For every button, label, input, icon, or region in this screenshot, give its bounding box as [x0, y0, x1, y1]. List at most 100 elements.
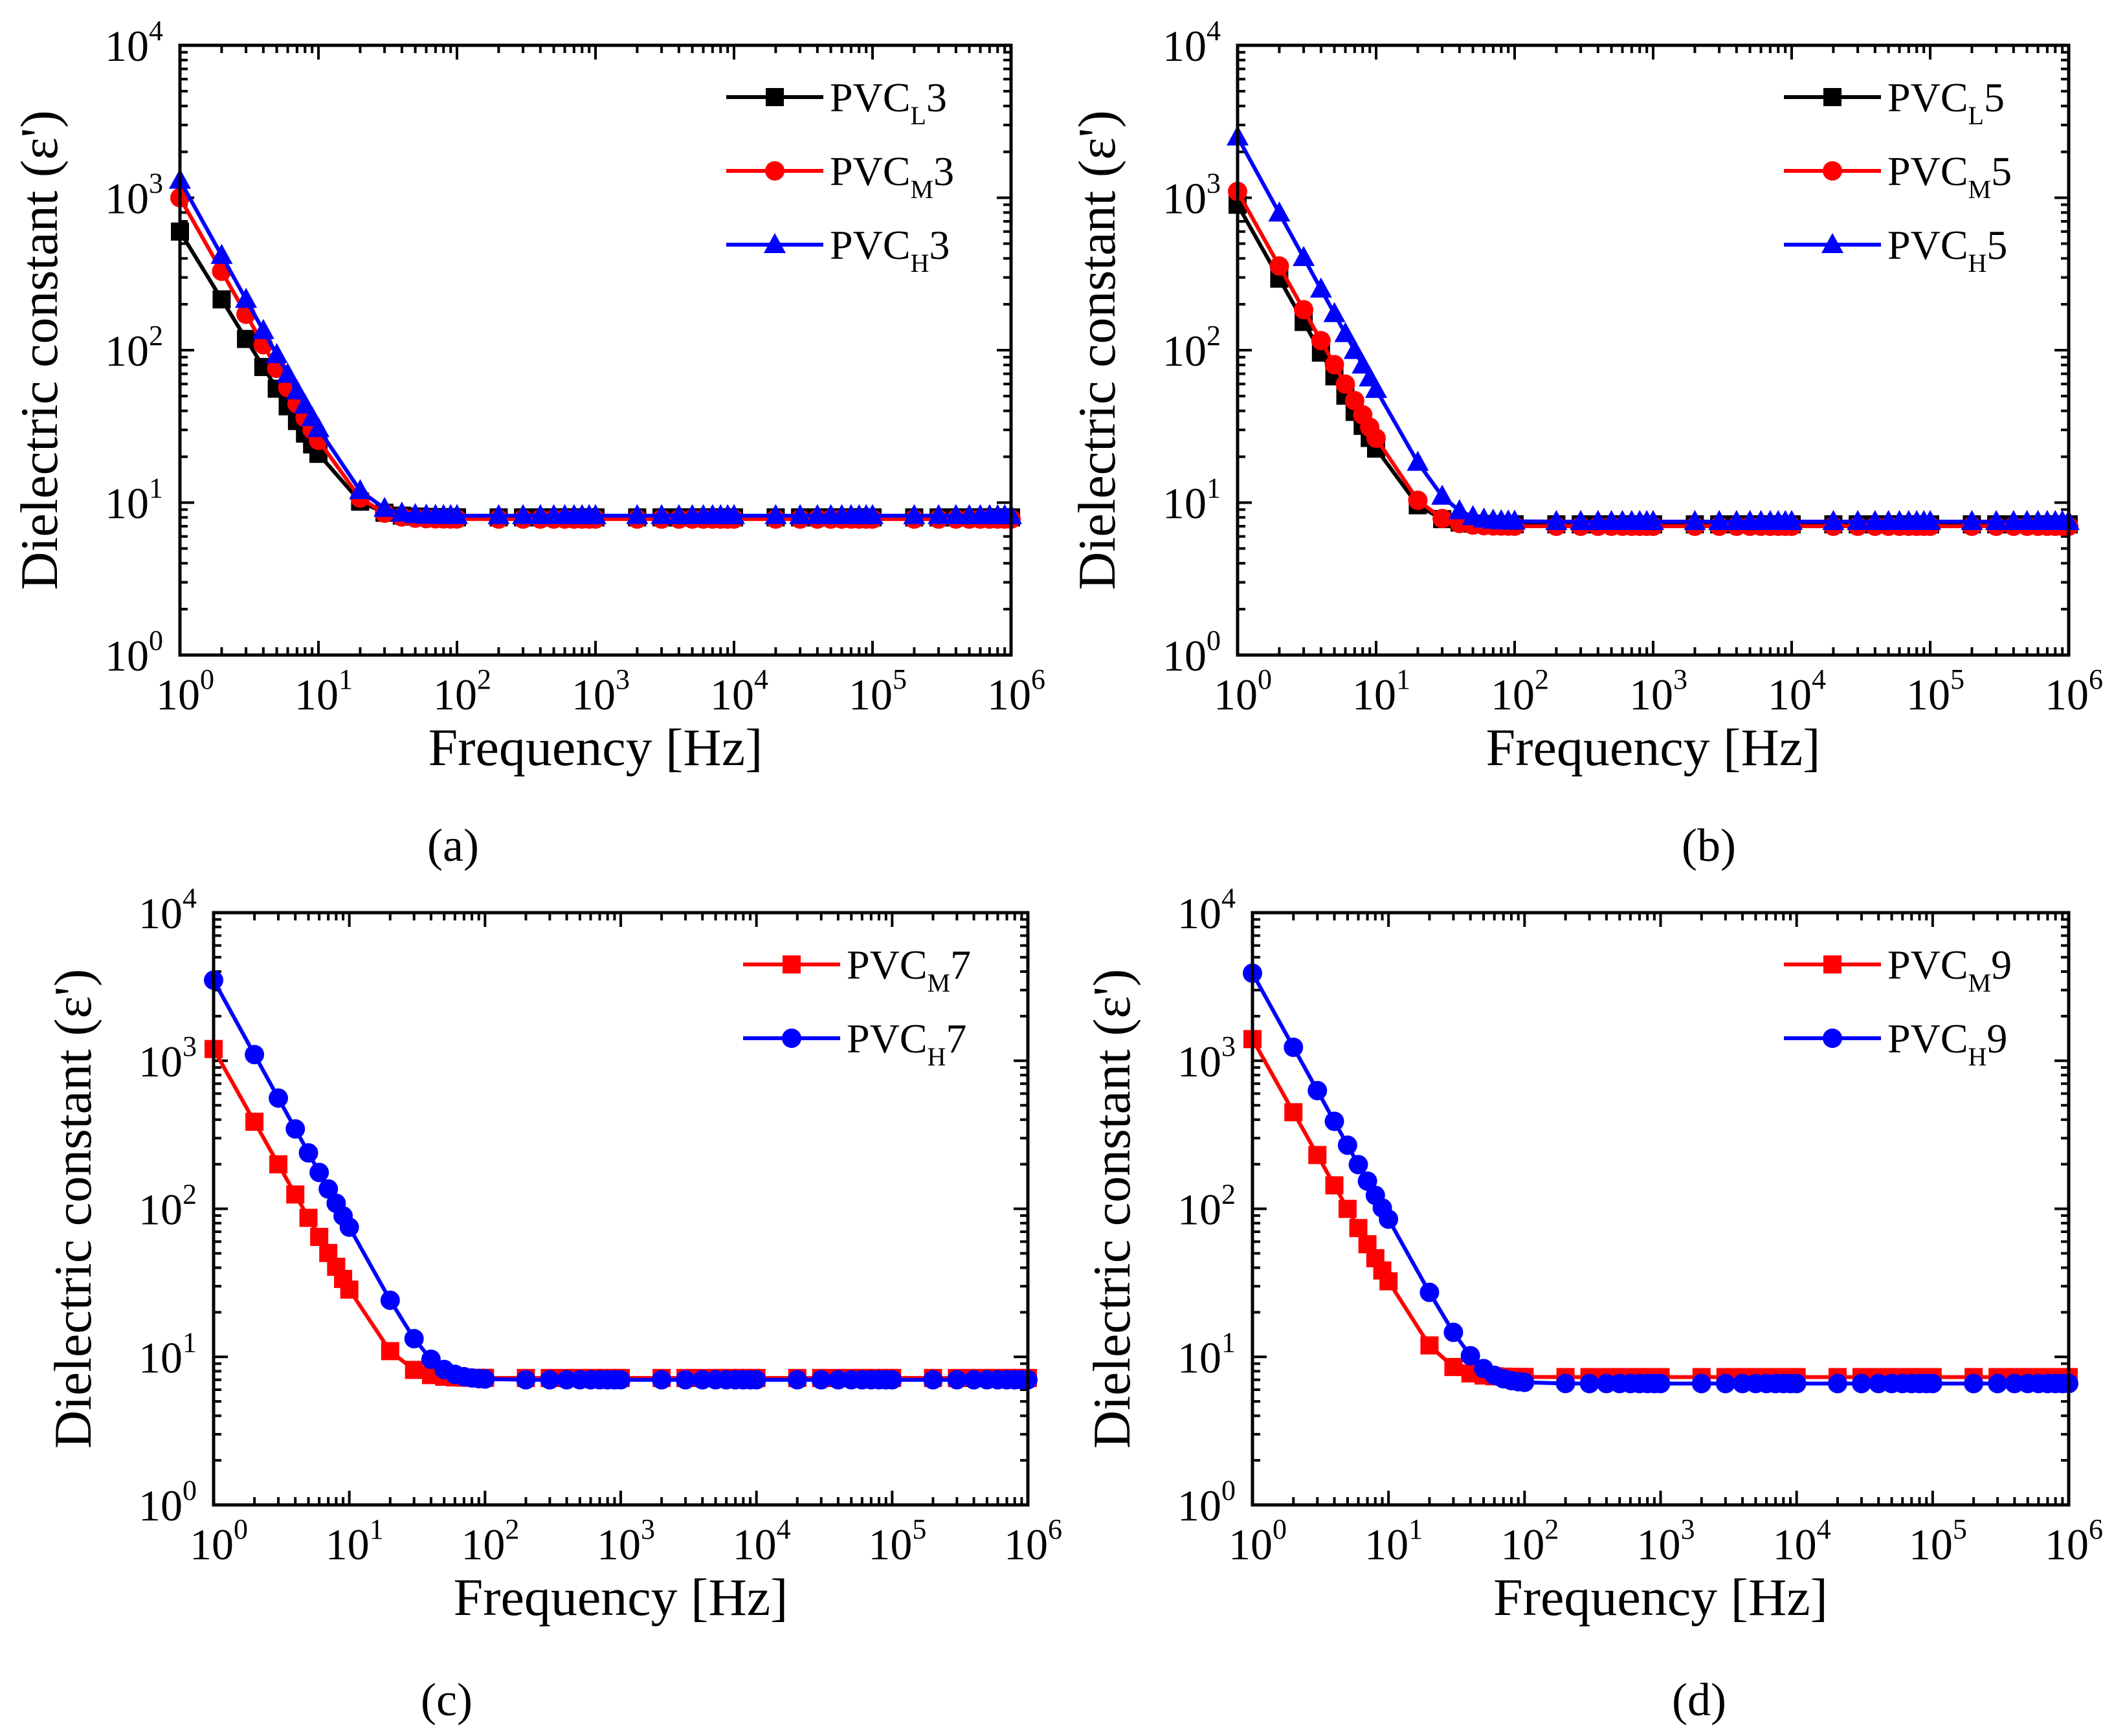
- data-point: [1338, 1199, 1357, 1218]
- data-point: [1922, 1374, 1942, 1394]
- data-point: [1504, 509, 1526, 530]
- y-tick-label: 102: [1163, 320, 1221, 375]
- chart-panel-3: 100 101 102 103 104 105 106100101102103104Freq…: [43, 882, 1062, 1726]
- data-point: [252, 318, 274, 339]
- x-tick-label: 105: [868, 1513, 926, 1569]
- data-point: [923, 1370, 943, 1390]
- data-point: [1651, 1374, 1671, 1394]
- y-tick-label: 104: [139, 882, 197, 938]
- data-point: [1570, 509, 1592, 530]
- panel-label: (a): [427, 819, 479, 871]
- data-point: [318, 1179, 339, 1199]
- data-point: [1432, 509, 1452, 529]
- x-tick-label: 103: [1637, 1513, 1695, 1569]
- data-point: [265, 342, 288, 363]
- data-point: [390, 501, 413, 522]
- data-point: [1344, 390, 1364, 410]
- data-point: [339, 1217, 359, 1237]
- data-point: [1337, 1135, 1357, 1155]
- data-point: [651, 504, 673, 524]
- x-tick-label: 106: [2045, 663, 2103, 719]
- data-point: [340, 1280, 359, 1299]
- data-point: [1307, 1080, 1328, 1100]
- x-axis-title: Frequency [Hz]: [454, 1568, 788, 1627]
- series-pvc-h3: [169, 168, 1022, 524]
- data-point: [298, 1143, 318, 1163]
- y-tick-label: 100: [1163, 625, 1221, 680]
- panel-label: (d): [1672, 1674, 1726, 1726]
- data-point: [1324, 1111, 1344, 1131]
- y-tick-label: 101: [139, 1326, 197, 1382]
- data-point: [404, 1329, 424, 1349]
- x-tick-label: 101: [295, 663, 353, 719]
- x-tick-label: 106: [2045, 1513, 2103, 1569]
- x-tick-label: 100: [1229, 1513, 1287, 1569]
- chart-panel-2: 100 101 102 103 104 105 106100101102103104Freq…: [1067, 15, 2103, 871]
- data-point: [746, 1370, 766, 1390]
- series-pvc-l3: [171, 222, 1020, 527]
- data-point: [1642, 509, 1664, 530]
- data-point: [1444, 1357, 1463, 1376]
- data-point: [380, 1290, 400, 1310]
- data-point: [1964, 1374, 1984, 1394]
- series-pvc-h9: [1243, 963, 2078, 1394]
- data-point: [1324, 355, 1344, 375]
- legend-item: PVCM3: [726, 148, 954, 204]
- plot-frame: [178, 43, 1013, 657]
- data-point: [652, 1370, 672, 1390]
- data-point: [245, 1045, 265, 1065]
- data-point: [1294, 300, 1314, 320]
- data-point: [1827, 1374, 1847, 1394]
- legend-label: PVCM7: [847, 942, 971, 997]
- x-tick-label: 103: [1629, 663, 1687, 719]
- data-point: [1269, 256, 1289, 276]
- plot-frame: [1236, 43, 2071, 657]
- data-point: [235, 287, 258, 308]
- axis-ticks: [179, 44, 1012, 656]
- data-point: [1715, 1374, 1735, 1394]
- data-point: [475, 1369, 495, 1389]
- legend-item: PVCL5: [1784, 74, 2005, 130]
- data-point: [1579, 1374, 1599, 1394]
- data-point: [1352, 353, 1374, 374]
- y-tick-label: 101: [105, 473, 163, 528]
- data-point: [1407, 451, 1429, 471]
- x-tick-label: 105: [1906, 663, 1964, 719]
- data-point: [811, 1370, 831, 1390]
- data-point: [1961, 509, 1983, 530]
- x-tick-label: 104: [1768, 663, 1826, 719]
- series-line: [1236, 136, 2069, 524]
- data-point: [1448, 499, 1471, 520]
- data-point: [1786, 1374, 1807, 1394]
- data-point: [1323, 302, 1346, 322]
- legend: PVCL5 PVCM5 PVCH5: [1784, 74, 2012, 278]
- legend-label: PVCL3: [830, 74, 947, 130]
- legend-marker: [1823, 955, 1841, 974]
- data-point: [1431, 484, 1454, 505]
- data-point: [1985, 509, 2008, 530]
- plot-frame: [1251, 911, 2071, 1507]
- data-point: [947, 1370, 967, 1390]
- x-axis-title: Frequency [Hz]: [428, 718, 763, 777]
- data-point: [1309, 277, 1332, 298]
- legend-marker: [764, 233, 786, 253]
- x-tick-label: 103: [572, 663, 630, 719]
- series-pvc-m9: [1243, 1030, 2078, 1386]
- data-point: [1311, 331, 1331, 351]
- data-point: [1348, 1155, 1368, 1175]
- y-tick-label: 102: [139, 1179, 197, 1234]
- x-tick-label: 104: [710, 663, 768, 719]
- y-tick-label: 102: [105, 320, 163, 375]
- data-point: [405, 1361, 423, 1379]
- panel-label: (c): [421, 1674, 473, 1726]
- x-tick-label: 106: [987, 663, 1045, 719]
- axis-ticks: [1236, 44, 2070, 656]
- data-point: [787, 1370, 807, 1390]
- data-point: [928, 504, 950, 524]
- data-point: [1379, 1209, 1399, 1229]
- data-point: [373, 496, 396, 517]
- data-point: [862, 504, 884, 524]
- data-point: [446, 504, 468, 524]
- data-point: [764, 504, 787, 524]
